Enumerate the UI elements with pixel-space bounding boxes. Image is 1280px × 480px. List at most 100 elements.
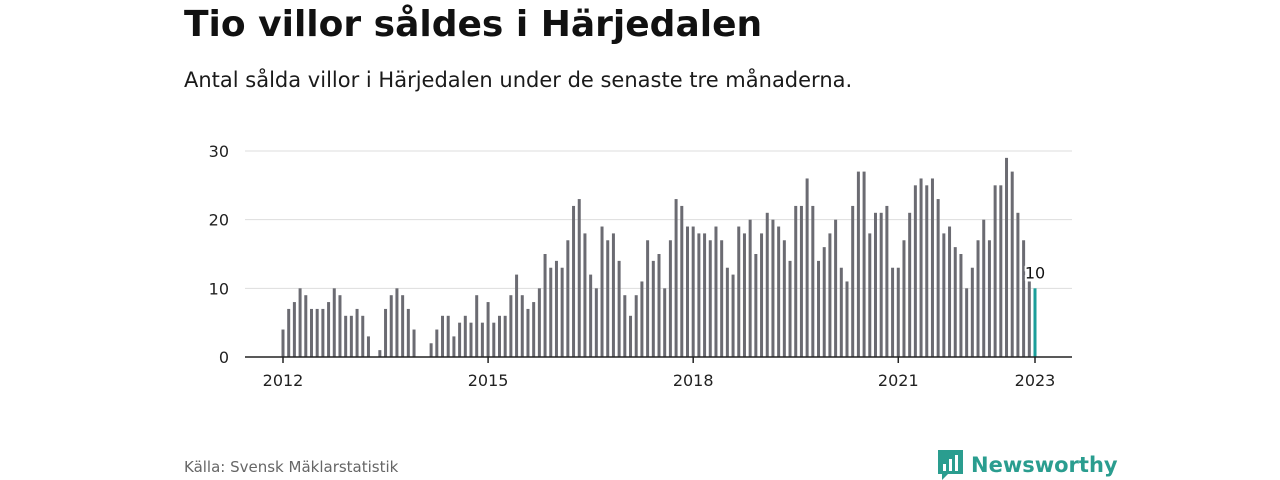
- bar: [332, 288, 336, 357]
- bar: [298, 288, 302, 357]
- bar: [965, 288, 969, 357]
- bar: [1016, 212, 1020, 357]
- bar: [828, 233, 832, 357]
- bar: [646, 240, 650, 357]
- bar: [361, 315, 365, 357]
- bar: [441, 315, 445, 357]
- bar: [982, 219, 986, 357]
- bar: [1027, 281, 1031, 357]
- bar: [532, 302, 536, 357]
- bar: [942, 233, 946, 357]
- y-tick-label: 30: [209, 142, 229, 161]
- bar: [703, 233, 707, 357]
- bar: [834, 219, 838, 357]
- bar: [412, 329, 416, 357]
- bar: [760, 233, 764, 357]
- bar: [657, 254, 661, 357]
- x-tick-label: 2021: [878, 371, 919, 390]
- chart-title: Tio villor såldes i Härjedalen: [184, 4, 763, 45]
- bar-highlight: [1033, 288, 1037, 357]
- bar: [714, 226, 718, 357]
- bar: [851, 205, 855, 357]
- bar: [503, 315, 507, 357]
- highlight-label: 10: [1025, 263, 1045, 282]
- bar: [640, 281, 644, 357]
- y-tick-label: 20: [209, 211, 229, 230]
- bar: [349, 315, 353, 357]
- bar: [771, 219, 775, 357]
- bar: [697, 233, 701, 357]
- bar: [925, 185, 929, 357]
- bar: [515, 274, 519, 357]
- bar: [782, 240, 786, 357]
- bar: [577, 199, 581, 357]
- bar: [355, 308, 359, 357]
- bar: [617, 260, 621, 357]
- bar: [309, 308, 313, 357]
- bar: [811, 205, 815, 357]
- bar: [902, 240, 906, 357]
- x-tick-label: 2012: [263, 371, 304, 390]
- bar: [862, 171, 866, 357]
- bar: [497, 315, 501, 357]
- bar: [594, 288, 598, 357]
- bar: [976, 240, 980, 357]
- bar: [384, 308, 388, 357]
- bar: [1022, 240, 1026, 357]
- newsworthy-logo-icon: [938, 450, 963, 480]
- bar: [458, 322, 462, 357]
- bar-chart: 0 10 20 30 2012 2015 2018 2021 2023 10: [209, 142, 1072, 390]
- bar: [549, 267, 553, 357]
- bar: [606, 240, 610, 357]
- bar: [543, 254, 547, 357]
- bar: [629, 315, 633, 357]
- bar: [930, 178, 934, 357]
- bar: [1005, 157, 1009, 357]
- bar: [948, 226, 952, 357]
- brand-logo: Newsworthy: [938, 450, 1118, 480]
- bar: [959, 254, 963, 357]
- bar: [953, 247, 957, 357]
- bar: [799, 205, 803, 357]
- bar: [651, 260, 655, 357]
- bar: [401, 295, 405, 357]
- bar: [475, 295, 479, 357]
- bar: [896, 267, 900, 357]
- source-note: Källa: Svensk Mäklarstatistik: [184, 458, 399, 476]
- bar: [315, 308, 319, 357]
- bar: [685, 226, 689, 357]
- x-tick-label: 2015: [468, 371, 509, 390]
- bar: [879, 212, 883, 357]
- x-tick-label: 2023: [1015, 371, 1056, 390]
- bar: [839, 267, 843, 357]
- bar: [469, 322, 473, 357]
- bar: [919, 178, 923, 357]
- chart-subtitle: Antal sålda villor i Härjedalen under de…: [184, 68, 853, 92]
- bar: [446, 315, 450, 357]
- bar: [913, 185, 917, 357]
- bar: [520, 295, 524, 357]
- bar: [463, 315, 467, 357]
- bar: [572, 205, 576, 357]
- bar: [287, 308, 291, 357]
- bar: [936, 199, 940, 357]
- bar: [395, 288, 399, 357]
- bar: [452, 336, 456, 357]
- bar: [885, 205, 889, 357]
- bar: [868, 233, 872, 357]
- bar: [327, 302, 331, 357]
- bar: [634, 295, 638, 357]
- bar: [845, 281, 849, 357]
- bar: [389, 295, 393, 357]
- bar: [509, 295, 513, 357]
- bar: [429, 343, 433, 357]
- bar: [480, 322, 484, 357]
- bar: [999, 185, 1003, 357]
- bar: [560, 267, 564, 357]
- bar: [674, 199, 678, 357]
- bar: [611, 233, 615, 357]
- brand-name: Newsworthy: [971, 453, 1118, 477]
- x-axis-ticks: 2012 2015 2018 2021 2023: [263, 357, 1056, 390]
- bar: [321, 308, 325, 357]
- bar: [566, 240, 570, 357]
